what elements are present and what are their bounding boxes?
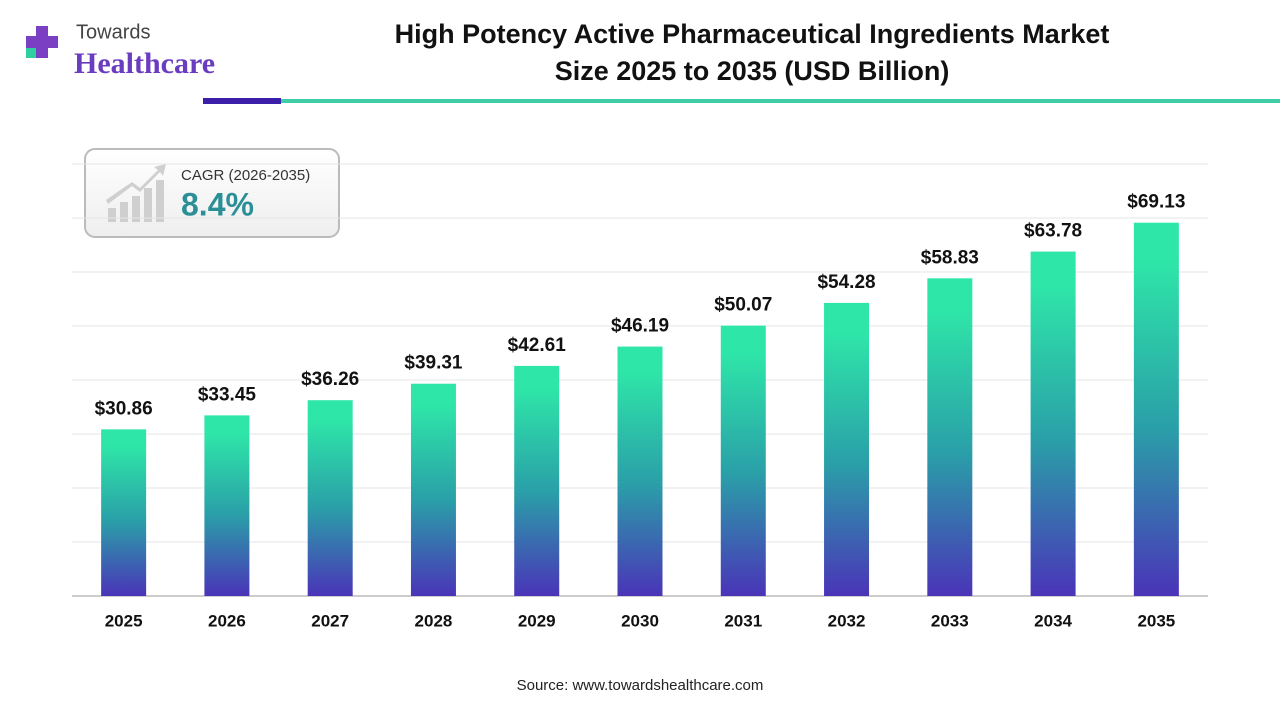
bar (617, 346, 663, 596)
bar (824, 302, 870, 596)
value-label: $54.28 (817, 272, 875, 293)
value-label: $42.61 (508, 335, 567, 356)
value-label: $58.83 (921, 247, 979, 268)
x-tick-label: 2030 (621, 611, 659, 630)
bar (927, 278, 973, 596)
value-label: $30.86 (95, 398, 153, 419)
brand-line1: Towards (76, 21, 150, 43)
x-tick-label: 2032 (828, 611, 866, 630)
bar (101, 429, 147, 596)
x-tick-label: 2035 (1137, 611, 1175, 630)
value-label: $50.07 (714, 295, 772, 316)
bar (720, 325, 766, 596)
brand-line2: Healthcare (74, 47, 215, 80)
chart-subtitle: Size 2025 to 2035 (USD Billion) (555, 56, 950, 86)
value-label: $69.13 (1127, 192, 1185, 213)
value-label: $46.19 (611, 316, 669, 337)
cagr-box: CAGR (2026-2035) 8.4% (84, 148, 340, 238)
value-label: $33.45 (198, 384, 257, 405)
value-label: $39.31 (404, 353, 463, 374)
bar (204, 415, 250, 596)
chart-title: High Potency Active Pharmaceutical Ingre… (395, 19, 1110, 49)
x-tick-label: 2033 (931, 611, 969, 630)
x-tick-label: 2028 (415, 611, 453, 630)
source: Source: www.towardshealthcare.com (517, 677, 764, 694)
bar (514, 365, 560, 596)
x-tick-label: 2025 (105, 611, 143, 630)
bar (1030, 251, 1076, 596)
divider (281, 99, 1280, 103)
x-tick-label: 2031 (724, 611, 762, 630)
logo: Towards Healthcare (26, 21, 215, 80)
cagr-label: CAGR (2026-2035) (181, 167, 310, 184)
x-tick-label: 2027 (311, 611, 349, 630)
value-label: $63.78 (1024, 221, 1082, 242)
x-tick-label: 2026 (208, 611, 246, 630)
x-tick-label: 2029 (518, 611, 556, 630)
bar (307, 400, 353, 596)
divider (203, 98, 281, 104)
value-label: $36.26 (301, 369, 359, 390)
bar (410, 383, 456, 596)
x-tick-label: 2034 (1034, 611, 1072, 630)
cagr-value: 8.4% (181, 186, 254, 222)
bar (1133, 222, 1179, 596)
